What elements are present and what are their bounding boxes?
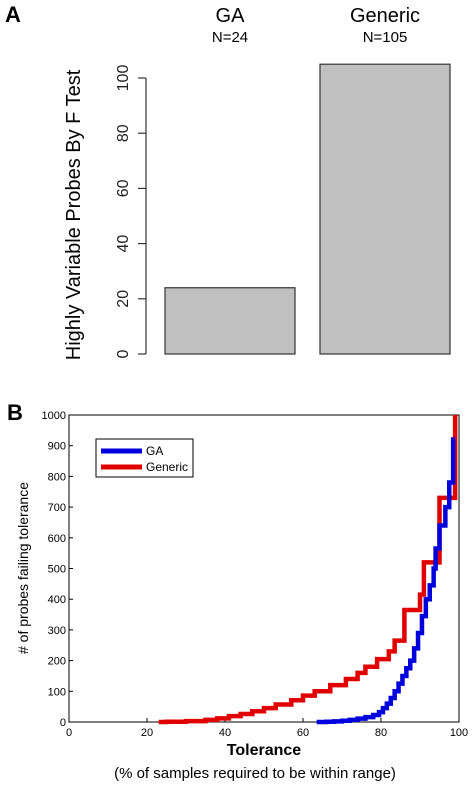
- panel-a-y-tick-label: 60: [115, 179, 132, 197]
- panel-a-y-tick-label: 80: [115, 124, 132, 142]
- series-line-generic: [158, 415, 458, 725]
- panel-a-y-tick-label: 20: [115, 290, 132, 308]
- panel-b-legend: GA Generic: [95, 438, 194, 478]
- panel-b-x-tick-label: 80: [375, 727, 387, 739]
- panel-b-y-tick-label: 500: [48, 564, 66, 576]
- panel-a-y-ticks: 0 20 40 60 80 100: [115, 65, 146, 358]
- panel-b-ticks: 0 20 40 60 80 1000100200300400500600700800900…: [42, 410, 469, 739]
- panel-b-y-axis-label: # of probes failing tolerance: [15, 482, 31, 654]
- panel-b-y-tick-label: 100: [48, 686, 66, 698]
- legend-box: [95, 438, 194, 478]
- panel-b-x-axis-sublabel: (% of samples required to be within rang…: [114, 765, 396, 782]
- panel-b-x-tick-label: 40: [219, 727, 231, 739]
- n-label-ga: N=24: [212, 29, 248, 46]
- legend-label-ga: GA: [146, 444, 163, 458]
- panel-b-x-tick-label: 0: [66, 727, 72, 739]
- panel-a-y-axis-label: Highly Variable Probes By F Test: [63, 69, 85, 360]
- panel-a-bars: [164, 63, 451, 355]
- panel-b-y-tick-label: 1000: [42, 410, 66, 422]
- panel-b-y-tick-label: 200: [48, 656, 66, 668]
- bar-ga: [164, 287, 296, 355]
- panel-a-category-labels: GA N=24 Generic N=105: [212, 5, 420, 46]
- panel-a-y-tick-label: 0: [115, 349, 132, 358]
- series-line-ga: [316, 437, 456, 725]
- n-label-generic: N=105: [363, 29, 408, 46]
- panel-a-letter: A: [5, 2, 21, 27]
- panel-b-y-tick-label: 600: [48, 533, 66, 545]
- panel-b-letter: B: [7, 400, 23, 425]
- panel-a-chart: 0 20 40 60 80 100 GA N=24 Generic N=105 Highly V…: [63, 5, 451, 360]
- panel-b-x-tick-label: 20: [141, 727, 153, 739]
- legend-label-generic: Generic: [146, 460, 188, 474]
- panel-b-x-axis-label: Tolerance: [227, 742, 302, 759]
- panel-a-y-tick-label: 40: [115, 235, 132, 253]
- panel-b-x-tick-label: 100: [450, 727, 468, 739]
- category-label-ga: GA: [216, 5, 246, 27]
- panel-b-chart: 0 20 40 60 80 1000100200300400500600700800900…: [15, 410, 468, 782]
- panel-b-y-tick-label: 900: [48, 441, 66, 453]
- bar-generic: [319, 63, 451, 355]
- panel-b-series: [158, 415, 458, 725]
- panel-a-y-tick-label: 100: [115, 65, 132, 92]
- panel-b-y-tick-label: 300: [48, 625, 66, 637]
- panel-b-y-tick-label: 400: [48, 594, 66, 606]
- panel-b-y-tick-label: 0: [60, 717, 66, 729]
- panel-b-y-tick-label: 700: [48, 502, 66, 514]
- category-label-generic: Generic: [350, 5, 420, 27]
- panel-b-x-tick-label: 60: [297, 727, 309, 739]
- panel-b-y-tick-label: 800: [48, 471, 66, 483]
